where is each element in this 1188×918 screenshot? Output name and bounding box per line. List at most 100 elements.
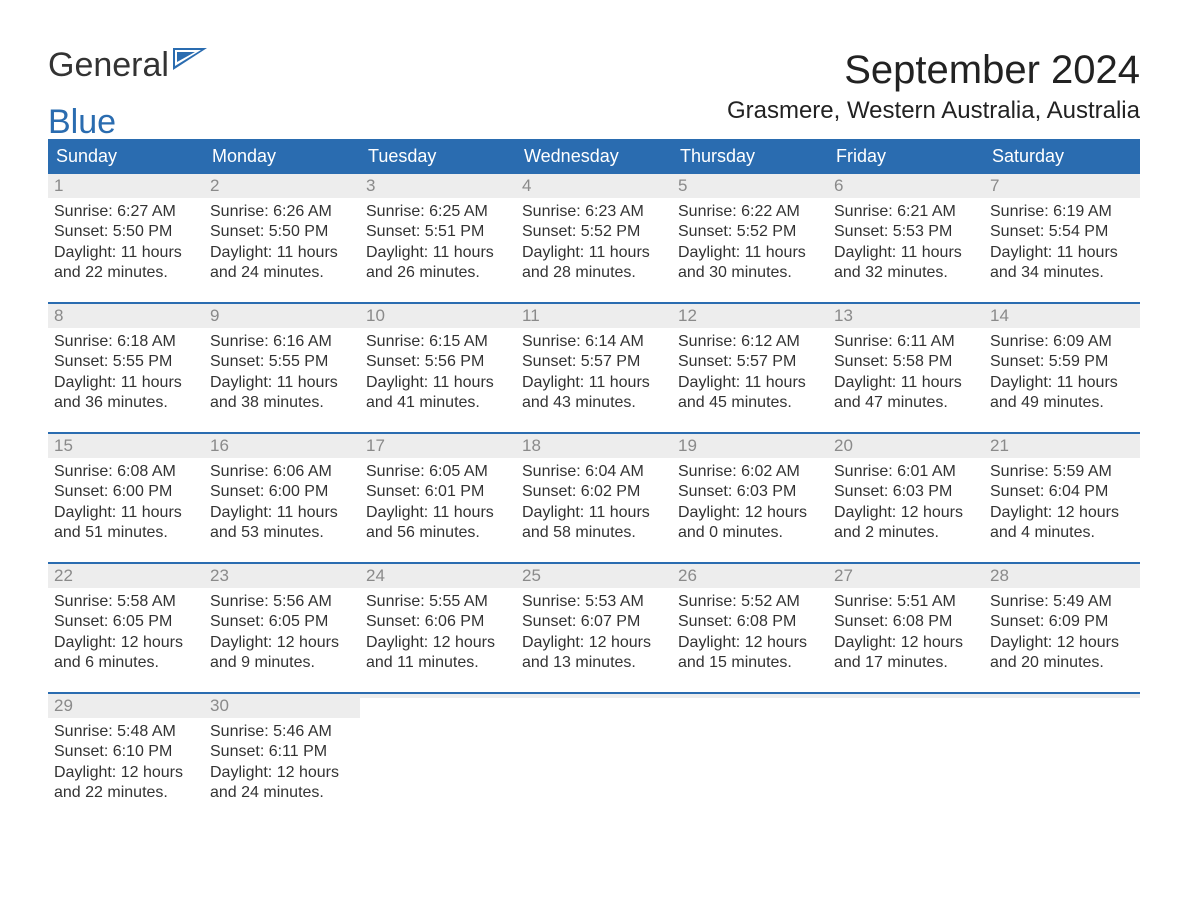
calendar-day: 23Sunrise: 5:56 AMSunset: 6:05 PMDayligh… bbox=[204, 564, 360, 688]
day-details: Sunrise: 6:06 AMSunset: 6:00 PMDaylight:… bbox=[204, 458, 360, 550]
sunset-line: Sunset: 5:52 PM bbox=[678, 222, 822, 242]
daylight-line-1: Daylight: 12 hours bbox=[54, 633, 198, 653]
calendar-day: 8Sunrise: 6:18 AMSunset: 5:55 PMDaylight… bbox=[48, 304, 204, 428]
sunset-line: Sunset: 6:03 PM bbox=[678, 482, 822, 502]
daylight-line-2: and 30 minutes. bbox=[678, 263, 822, 283]
sunrise-line: Sunrise: 6:25 AM bbox=[366, 202, 510, 222]
daylight-line-2: and 20 minutes. bbox=[990, 653, 1134, 673]
day-details: Sunrise: 5:56 AMSunset: 6:05 PMDaylight:… bbox=[204, 588, 360, 680]
day-number: 17 bbox=[360, 434, 516, 458]
sunrise-line: Sunrise: 5:49 AM bbox=[990, 592, 1134, 612]
sunset-line: Sunset: 6:00 PM bbox=[210, 482, 354, 502]
sunrise-line: Sunrise: 6:01 AM bbox=[834, 462, 978, 482]
weekday-header: Thursday bbox=[672, 139, 828, 174]
daylight-line-2: and 15 minutes. bbox=[678, 653, 822, 673]
daylight-line-2: and 26 minutes. bbox=[366, 263, 510, 283]
daylight-line-1: Daylight: 11 hours bbox=[210, 373, 354, 393]
calendar-week: 15Sunrise: 6:08 AMSunset: 6:00 PMDayligh… bbox=[48, 432, 1140, 558]
day-details: Sunrise: 6:14 AMSunset: 5:57 PMDaylight:… bbox=[516, 328, 672, 420]
day-number: 13 bbox=[828, 304, 984, 328]
calendar-day bbox=[984, 694, 1140, 818]
calendar-day: 19Sunrise: 6:02 AMSunset: 6:03 PMDayligh… bbox=[672, 434, 828, 558]
calendar-day: 10Sunrise: 6:15 AMSunset: 5:56 PMDayligh… bbox=[360, 304, 516, 428]
daylight-line-1: Daylight: 12 hours bbox=[990, 503, 1134, 523]
day-number: 3 bbox=[360, 174, 516, 198]
day-details: Sunrise: 5:48 AMSunset: 6:10 PMDaylight:… bbox=[48, 718, 204, 810]
calendar-day: 26Sunrise: 5:52 AMSunset: 6:08 PMDayligh… bbox=[672, 564, 828, 688]
calendar-week: 29Sunrise: 5:48 AMSunset: 6:10 PMDayligh… bbox=[48, 692, 1140, 818]
calendar-day: 15Sunrise: 6:08 AMSunset: 6:00 PMDayligh… bbox=[48, 434, 204, 558]
weekday-header: Sunday bbox=[48, 139, 204, 174]
daylight-line-2: and 9 minutes. bbox=[210, 653, 354, 673]
sunset-line: Sunset: 6:07 PM bbox=[522, 612, 666, 632]
brand-logo-line2: Blue bbox=[48, 105, 116, 139]
day-details: Sunrise: 6:12 AMSunset: 5:57 PMDaylight:… bbox=[672, 328, 828, 420]
sunrise-line: Sunrise: 6:12 AM bbox=[678, 332, 822, 352]
weekday-header: Friday bbox=[828, 139, 984, 174]
daylight-line-1: Daylight: 12 hours bbox=[990, 633, 1134, 653]
daylight-line-1: Daylight: 11 hours bbox=[366, 243, 510, 263]
daylight-line-1: Daylight: 11 hours bbox=[678, 373, 822, 393]
sunset-line: Sunset: 6:02 PM bbox=[522, 482, 666, 502]
day-details: Sunrise: 6:22 AMSunset: 5:52 PMDaylight:… bbox=[672, 198, 828, 290]
sunrise-line: Sunrise: 6:27 AM bbox=[54, 202, 198, 222]
day-number: 23 bbox=[204, 564, 360, 588]
calendar-day: 20Sunrise: 6:01 AMSunset: 6:03 PMDayligh… bbox=[828, 434, 984, 558]
daylight-line-2: and 32 minutes. bbox=[834, 263, 978, 283]
sunset-line: Sunset: 6:01 PM bbox=[366, 482, 510, 502]
sunrise-line: Sunrise: 5:46 AM bbox=[210, 722, 354, 742]
sunset-line: Sunset: 5:50 PM bbox=[210, 222, 354, 242]
day-number: 1 bbox=[48, 174, 204, 198]
sunrise-line: Sunrise: 6:26 AM bbox=[210, 202, 354, 222]
weekday-header: Saturday bbox=[984, 139, 1140, 174]
day-number: 18 bbox=[516, 434, 672, 458]
daylight-line-2: and 22 minutes. bbox=[54, 263, 198, 283]
brand-word1: General bbox=[48, 48, 169, 82]
sunrise-line: Sunrise: 6:08 AM bbox=[54, 462, 198, 482]
day-details: Sunrise: 6:15 AMSunset: 5:56 PMDaylight:… bbox=[360, 328, 516, 420]
daylight-line-1: Daylight: 12 hours bbox=[834, 633, 978, 653]
weekday-header: Tuesday bbox=[360, 139, 516, 174]
sunrise-line: Sunrise: 6:21 AM bbox=[834, 202, 978, 222]
daylight-line-2: and 58 minutes. bbox=[522, 523, 666, 543]
calendar-day: 16Sunrise: 6:06 AMSunset: 6:00 PMDayligh… bbox=[204, 434, 360, 558]
sunrise-line: Sunrise: 6:23 AM bbox=[522, 202, 666, 222]
daylight-line-1: Daylight: 11 hours bbox=[366, 373, 510, 393]
calendar-day: 21Sunrise: 5:59 AMSunset: 6:04 PMDayligh… bbox=[984, 434, 1140, 558]
sunset-line: Sunset: 5:55 PM bbox=[210, 352, 354, 372]
sunset-line: Sunset: 6:11 PM bbox=[210, 742, 354, 762]
brand-logo: General bbox=[48, 48, 207, 82]
calendar-day: 29Sunrise: 5:48 AMSunset: 6:10 PMDayligh… bbox=[48, 694, 204, 818]
daylight-line-1: Daylight: 12 hours bbox=[678, 503, 822, 523]
daylight-line-2: and 6 minutes. bbox=[54, 653, 198, 673]
daylight-line-1: Daylight: 12 hours bbox=[54, 763, 198, 783]
day-details: Sunrise: 6:25 AMSunset: 5:51 PMDaylight:… bbox=[360, 198, 516, 290]
daylight-line-1: Daylight: 11 hours bbox=[834, 243, 978, 263]
day-details: Sunrise: 6:09 AMSunset: 5:59 PMDaylight:… bbox=[984, 328, 1140, 420]
daylight-line-2: and 17 minutes. bbox=[834, 653, 978, 673]
daylight-line-2: and 4 minutes. bbox=[990, 523, 1134, 543]
calendar-day: 12Sunrise: 6:12 AMSunset: 5:57 PMDayligh… bbox=[672, 304, 828, 428]
daylight-line-2: and 34 minutes. bbox=[990, 263, 1134, 283]
weekday-header-row: Sunday Monday Tuesday Wednesday Thursday… bbox=[48, 139, 1140, 174]
day-details: Sunrise: 6:01 AMSunset: 6:03 PMDaylight:… bbox=[828, 458, 984, 550]
daylight-line-1: Daylight: 12 hours bbox=[366, 633, 510, 653]
sunset-line: Sunset: 5:52 PM bbox=[522, 222, 666, 242]
sunrise-line: Sunrise: 5:48 AM bbox=[54, 722, 198, 742]
sunrise-line: Sunrise: 5:52 AM bbox=[678, 592, 822, 612]
calendar: Sunday Monday Tuesday Wednesday Thursday… bbox=[48, 139, 1140, 818]
day-number: 30 bbox=[204, 694, 360, 718]
sunrise-line: Sunrise: 6:11 AM bbox=[834, 332, 978, 352]
sunset-line: Sunset: 5:56 PM bbox=[366, 352, 510, 372]
day-number: 6 bbox=[828, 174, 984, 198]
daylight-line-1: Daylight: 12 hours bbox=[834, 503, 978, 523]
sunrise-line: Sunrise: 6:19 AM bbox=[990, 202, 1134, 222]
day-details: Sunrise: 5:46 AMSunset: 6:11 PMDaylight:… bbox=[204, 718, 360, 810]
sunset-line: Sunset: 5:55 PM bbox=[54, 352, 198, 372]
weekday-header: Wednesday bbox=[516, 139, 672, 174]
daylight-line-2: and 43 minutes. bbox=[522, 393, 666, 413]
day-number: 16 bbox=[204, 434, 360, 458]
daylight-line-2: and 36 minutes. bbox=[54, 393, 198, 413]
calendar-day: 5Sunrise: 6:22 AMSunset: 5:52 PMDaylight… bbox=[672, 174, 828, 298]
page-title: September 2024 bbox=[844, 48, 1140, 93]
